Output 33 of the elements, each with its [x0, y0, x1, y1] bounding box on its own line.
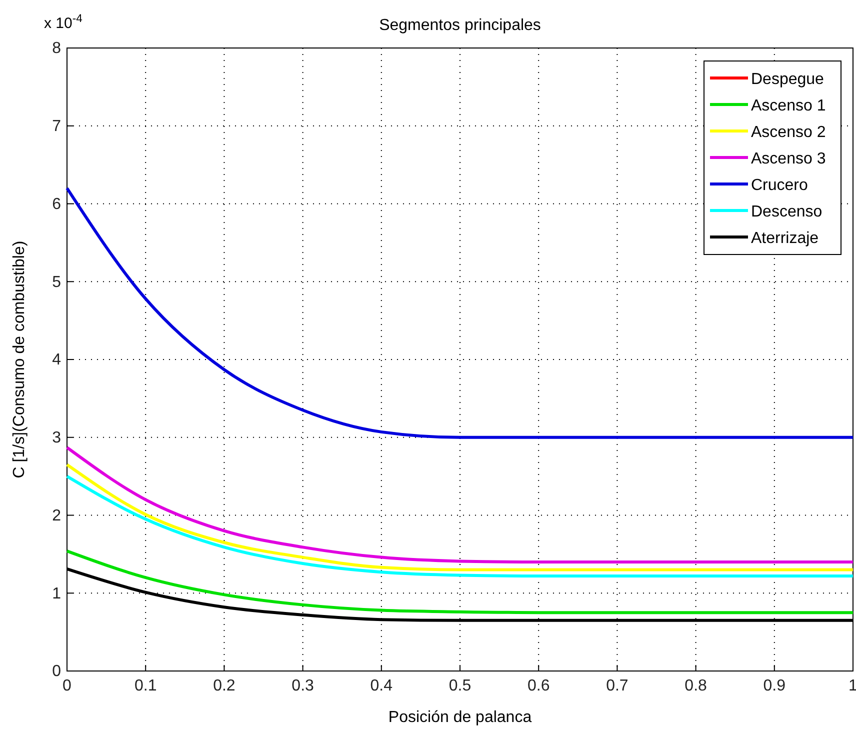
legend-label: Descenso: [751, 204, 822, 220]
y-tick-label: 3: [52, 429, 62, 446]
x-tick-label: 0.8: [684, 677, 708, 694]
line-series: [66, 463, 854, 572]
x-tick-label: 0.6: [527, 677, 550, 694]
legend-label: Ascenso 1: [751, 98, 826, 114]
chart-title: Segmentos principales: [379, 17, 541, 34]
x-axis-title: Posición de palanca: [388, 709, 532, 726]
x-tick-label: 0.9: [763, 677, 786, 694]
x-tick-label: 0.5: [448, 677, 472, 694]
legend-label: Crucero: [751, 177, 808, 194]
y-axis-title: C [1/s](Consumo de combustible): [11, 240, 28, 478]
y-tick-label: 6: [52, 196, 62, 213]
x-tick-label: 0.7: [606, 677, 628, 694]
line-series: [66, 550, 854, 614]
legend-label: Despegue: [751, 71, 824, 88]
legend-label: Aterrizaje: [751, 230, 819, 247]
line-series: [66, 474, 854, 578]
y-tick-label: 5: [52, 274, 62, 291]
x-tick-label: 0.3: [292, 677, 314, 694]
x-tick-label: 0.4: [370, 677, 393, 694]
legend-label: Ascenso 3: [751, 150, 826, 168]
x-tick-label: 0.2: [213, 677, 236, 694]
line-series: [66, 446, 854, 564]
legend-label: Ascenso 2: [751, 124, 826, 141]
y-tick-label: 0: [52, 663, 62, 680]
y-tick-label: 8: [52, 40, 62, 58]
text: x 10$^{-4}$: [44, 13, 82, 32]
y-tick-label: 2: [52, 507, 62, 524]
y-tick-label: 1: [52, 585, 62, 602]
x-tick-label: 0.1: [134, 677, 157, 694]
y-tick-label: 4: [52, 352, 62, 369]
y-tick-label: 7: [52, 118, 62, 135]
